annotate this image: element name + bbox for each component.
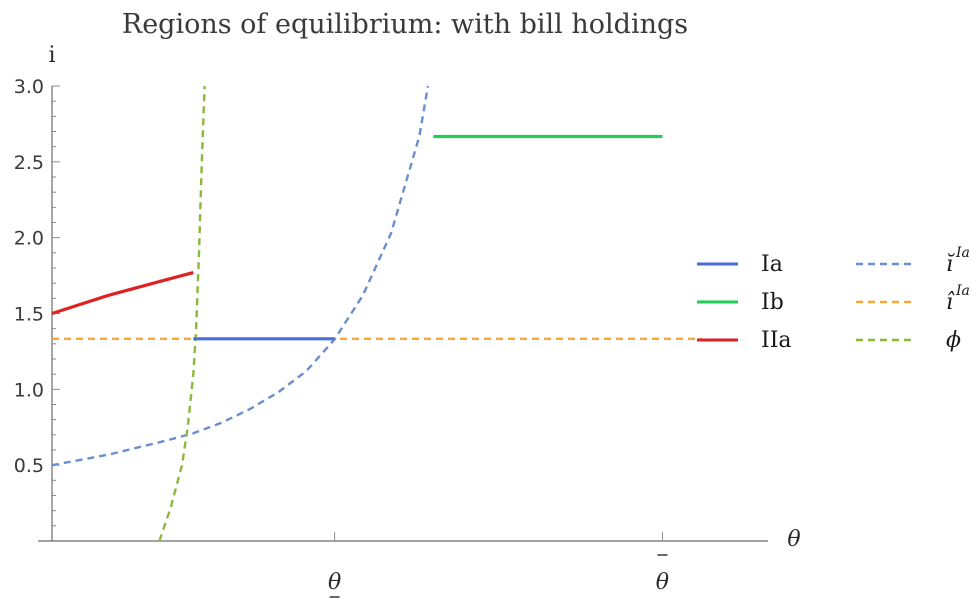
y-ticks: 0.5 1.0 1.5 2.0 2.5 3.0 — [14, 76, 60, 527]
series-line-3 — [51, 85, 430, 467]
legend-label: ĭ — [946, 252, 955, 277]
y-tick-label: 0.5 — [14, 455, 44, 477]
series-line-5 — [158, 85, 206, 542]
legend-label: Ia — [761, 252, 783, 277]
legend-label: Ib — [761, 290, 784, 315]
legend-label: î — [946, 290, 955, 315]
x-tick-label: θ — [656, 570, 669, 595]
y-tick-label: 1.5 — [14, 304, 44, 326]
legend-label: IIa — [761, 328, 792, 353]
x-axis-label: θ — [787, 527, 800, 552]
y-tick-label: 3.0 — [14, 76, 44, 98]
chart-title: Regions of equilibrium: with bill holdin… — [122, 9, 688, 40]
x-tick-label: θ — [328, 570, 341, 595]
legend-label-superscript: Ia — [955, 245, 970, 261]
y-tick-label: 1.0 — [14, 379, 44, 401]
y-tick-label: 2.5 — [14, 152, 44, 174]
plot-area — [51, 85, 702, 542]
series-line-2 — [51, 271, 194, 316]
y-tick-label: 2.0 — [14, 228, 44, 250]
legend-label: ϕ — [946, 328, 961, 353]
legend-label-superscript: Ia — [955, 283, 970, 299]
y-axis-label: i — [48, 43, 55, 68]
